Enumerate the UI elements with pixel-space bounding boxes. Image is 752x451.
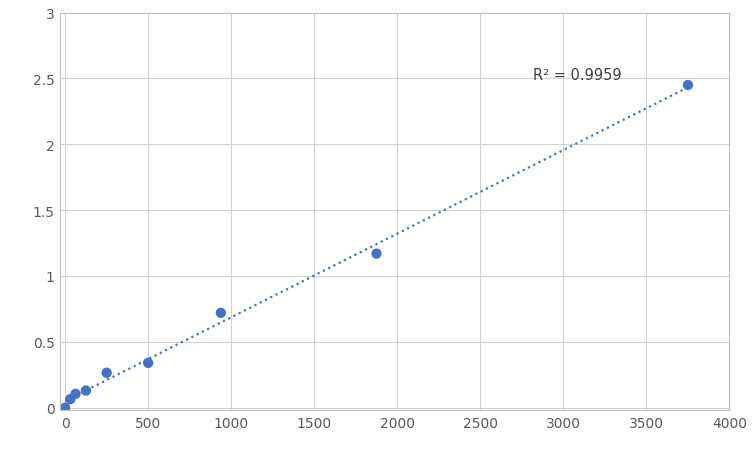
Point (59, 404, 71, 411)
Point (371, 250, 383, 258)
Point (101, 369, 113, 377)
Point (142, 359, 154, 367)
Point (80, 387, 92, 394)
Point (215, 309, 227, 317)
Point (69, 391, 81, 398)
Point (65, 396, 77, 403)
Text: R² = 0.9959: R² = 0.9959 (533, 68, 622, 83)
Point (682, 82, 694, 89)
